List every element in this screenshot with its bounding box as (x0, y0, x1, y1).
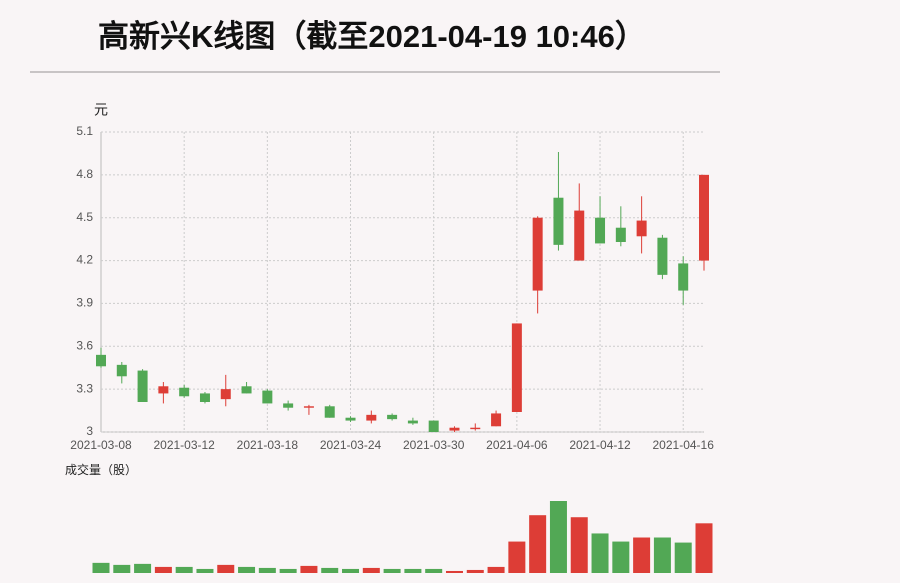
x-tick-label: 2021-03-08 (70, 438, 132, 452)
volume-bar (134, 563, 152, 573)
y-unit: 元 (94, 102, 108, 118)
candle-body (199, 393, 210, 402)
volume-bar (217, 564, 235, 573)
candle-body (657, 237, 668, 275)
x-tick-label: 2021-04-12 (569, 438, 631, 452)
candle-body (511, 323, 522, 412)
candle-body (324, 406, 335, 418)
x-tick-label: 2021-03-18 (237, 438, 299, 452)
volume-bar (113, 564, 131, 573)
volume-bar (425, 568, 443, 573)
candle-body (283, 403, 294, 408)
candle-body (303, 406, 314, 408)
candle-body (220, 389, 231, 400)
candle-body (137, 370, 148, 402)
volume-bar (570, 517, 588, 573)
candle-body (366, 414, 377, 421)
y-tick-label: 4.8 (76, 167, 93, 181)
volume-bar (321, 567, 339, 573)
candle-body (241, 386, 252, 394)
volume-bar (549, 501, 567, 573)
candle-body (678, 263, 689, 291)
volume-bar (445, 570, 463, 573)
candle-body (595, 217, 606, 244)
y-tick-label: 5.1 (76, 124, 93, 138)
x-tick-label: 2021-03-30 (403, 438, 465, 452)
candle-body (553, 197, 564, 245)
volume-bar (92, 562, 110, 573)
y-tick-label: 3.9 (76, 296, 93, 310)
volume-bar (196, 568, 214, 573)
candle-body (179, 387, 190, 397)
volume-label: 成交量（股） (65, 462, 137, 477)
y-tick-label: 3.6 (76, 338, 93, 352)
candle-body (428, 420, 439, 432)
y-tick-label: 4.2 (76, 253, 93, 267)
candle-body (470, 427, 481, 430)
volume-bar (154, 566, 172, 573)
volume-bar (342, 568, 360, 573)
x-tick-label: 2021-03-12 (153, 438, 215, 452)
candle-body (699, 174, 709, 261)
volume-bar (695, 523, 713, 573)
y-tick-label: 4.5 (76, 210, 93, 224)
volume-bar (633, 537, 651, 573)
chart-title: 高新兴K线图（截至2021-04-19 10:46） (98, 19, 646, 54)
candle-body (158, 386, 169, 394)
volume-bar (404, 568, 422, 573)
volume-bar (591, 533, 609, 573)
volume-bar (258, 567, 276, 573)
x-tick-label: 2021-03-24 (320, 438, 382, 452)
candle-body (532, 217, 543, 291)
volume-bar (653, 537, 671, 573)
candle-body (574, 210, 585, 261)
volume-bar (300, 565, 318, 573)
volume-bar (238, 566, 256, 573)
candle-body (407, 420, 418, 424)
candle-body (449, 427, 460, 431)
volume-bar (362, 567, 380, 573)
candle-body (262, 390, 273, 404)
volume-bar (383, 568, 401, 573)
volume-bar (529, 515, 547, 573)
y-tick-label: 3.3 (76, 381, 93, 395)
volume-bar (487, 566, 505, 573)
volume-bar (175, 566, 193, 573)
candle-body (96, 354, 106, 367)
x-tick-label: 2021-04-16 (653, 438, 715, 452)
volume-bar (612, 541, 630, 573)
candle-body (615, 227, 626, 242)
volume-bar (674, 542, 692, 573)
volume-bar (466, 569, 484, 573)
candle-body (491, 413, 502, 427)
volume-bar (508, 541, 526, 573)
volume-bar (279, 568, 297, 573)
candle-body (387, 414, 398, 420)
x-tick-label: 2021-04-06 (486, 438, 548, 452)
candle-body (636, 220, 647, 237)
candle-body (116, 364, 127, 377)
candle-body (345, 417, 356, 421)
y-tick-label: 3 (86, 424, 93, 438)
